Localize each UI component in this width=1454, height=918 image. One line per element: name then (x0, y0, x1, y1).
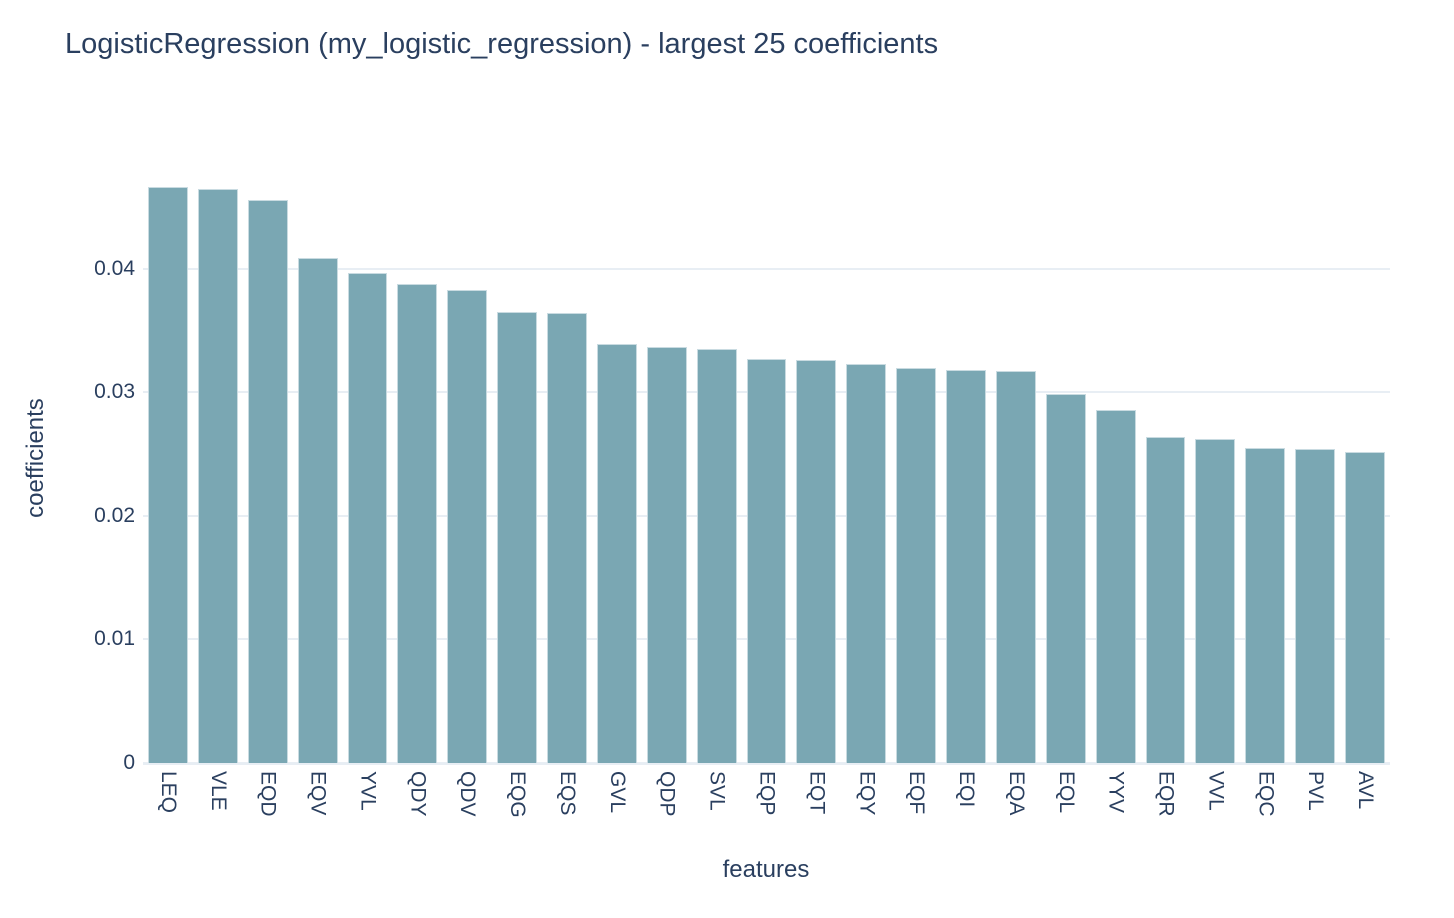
bar-eqc[interactable] (1245, 448, 1286, 763)
y-tick-label-0.02: 0.02 (94, 503, 135, 527)
y-tick-label-0: 0 (123, 751, 135, 774)
x-tick-label-avl: AVL (1354, 771, 1378, 810)
x-tick-label-eqt: EQT (805, 771, 829, 815)
x-tick-label-gvl: GVL (605, 771, 629, 814)
y-tick-label-0.01: 0.01 (94, 627, 135, 651)
x-tick-label-yvl: YVL (356, 771, 380, 811)
bar-svl[interactable] (696, 349, 737, 763)
x-tick-label-eqi: EQI (955, 771, 979, 808)
x-tick-label-eql: EQL (1054, 771, 1078, 814)
x-tick-label-eqa: EQA (1004, 771, 1028, 816)
bar-eqp[interactable] (746, 359, 787, 763)
y-axis-title: coefficients (22, 398, 49, 518)
y-tick-label-0.03: 0.03 (94, 380, 135, 404)
bar-eql[interactable] (1045, 393, 1086, 763)
bar-vvl[interactable] (1195, 439, 1236, 763)
x-tick-label-qdp: QDP (655, 771, 679, 817)
bar-vle[interactable] (197, 188, 238, 763)
x-tick-label-eqy: EQY (855, 771, 879, 816)
bar-eqd[interactable] (247, 199, 288, 763)
x-tick-label-eqd: EQD (256, 771, 280, 817)
bar-pvl[interactable] (1295, 449, 1336, 763)
bar-leq[interactable] (147, 187, 188, 763)
x-tick-label-eqf: EQF (905, 771, 929, 815)
bar-yyv[interactable] (1095, 409, 1136, 763)
bar-eqt[interactable] (796, 360, 837, 763)
bar-eqa[interactable] (995, 371, 1036, 763)
x-tick-label-vvl: VVL (1204, 771, 1228, 811)
x-tick-label-vle: VLE (206, 771, 230, 811)
y-tick-label-0.04: 0.04 (94, 256, 135, 280)
chart-title: LogisticRegression (my_logistic_regressi… (65, 28, 939, 60)
x-tick-label-eqc: EQC (1254, 771, 1278, 817)
bar-qdp[interactable] (646, 346, 687, 763)
bar-eqv[interactable] (297, 257, 338, 763)
bar-avl[interactable] (1345, 451, 1385, 763)
x-axis-title: features (722, 856, 810, 883)
bar-eqi[interactable] (946, 370, 986, 763)
plot-area (143, 154, 1390, 765)
bar-gvl[interactable] (596, 344, 637, 763)
x-tick-label-qdy: QDY (406, 771, 430, 817)
x-tick-label-yyv: YYV (1104, 771, 1128, 814)
x-tick-label-eqr: EQR (1154, 771, 1178, 817)
bar-qdy[interactable] (397, 283, 438, 763)
bar-eqg[interactable] (497, 312, 538, 763)
bar-eqr[interactable] (1145, 436, 1186, 763)
x-tick-label-leq: LEQ (156, 771, 180, 814)
bar-yvl[interactable] (347, 272, 388, 763)
bar-eqf[interactable] (896, 367, 937, 763)
x-tick-label-svl: SVL (705, 771, 729, 811)
x-tick-label-eqv: EQV (306, 771, 330, 816)
x-tick-label-pvl: PVL (1304, 771, 1328, 811)
x-tick-label-eqs: EQS (555, 771, 579, 816)
x-tick-label-eqg: EQG (506, 771, 530, 818)
x-tick-label-qdv: QDV (456, 771, 480, 817)
zero-line (143, 762, 1390, 765)
bar-qdv[interactable] (447, 289, 488, 763)
bar-eqy[interactable] (846, 364, 887, 763)
bar-eqs[interactable] (547, 313, 587, 763)
x-tick-label-eqp: EQP (755, 771, 779, 816)
gridline-0.04 (143, 267, 1390, 270)
